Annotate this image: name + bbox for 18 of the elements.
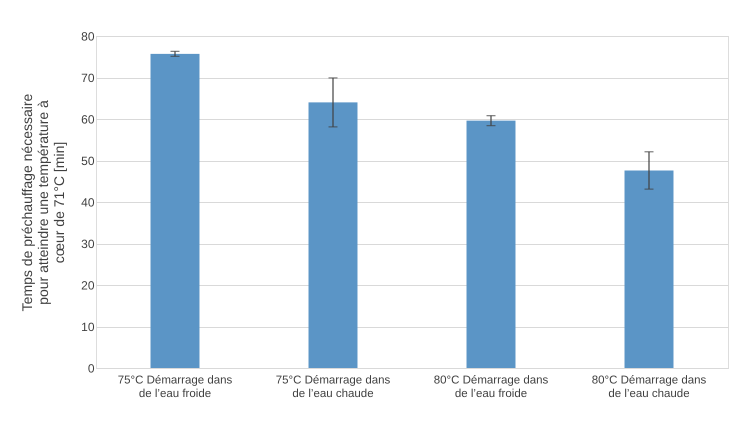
y-tick-label: 0 (88, 362, 95, 376)
y-axis-title: Temps de préchauffage nécessaire pour atteindre une température à cœur de 71°C [min] (19, 93, 68, 312)
y-tick-label: 70 (81, 71, 95, 85)
bar (624, 170, 674, 368)
bar (150, 54, 200, 368)
y-tick-label: 40 (81, 196, 95, 210)
x-tick-label: 80°C Démarrage dans de l’eau chaude (592, 374, 707, 400)
y-tick-label: 20 (81, 278, 95, 292)
x-tick-label: 75°C Démarrage dans de l’eau chaude (276, 374, 391, 400)
x-tick-label: 75°C Démarrage dans de l’eau froide (118, 374, 233, 400)
y-tick-label: 50 (81, 154, 95, 168)
y-tick-label: 30 (81, 237, 95, 251)
y-tick-label: 60 (81, 112, 95, 126)
x-tick-label: 80°C Démarrage dans de l’eau froide (434, 374, 549, 400)
y-tick-label: 80 (81, 30, 95, 44)
y-tick-label: 10 (81, 320, 95, 334)
bar (308, 102, 358, 368)
bar (466, 120, 516, 368)
